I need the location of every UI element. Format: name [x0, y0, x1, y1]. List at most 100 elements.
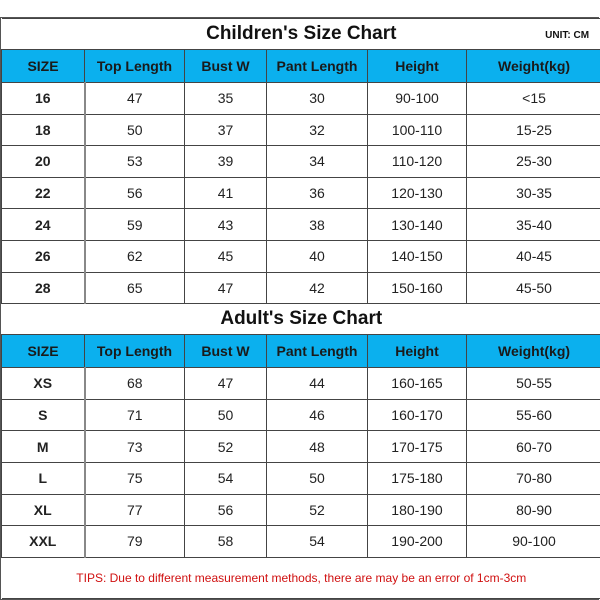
- table-cell: 50: [84, 113, 185, 147]
- table-cell: 90-100: [367, 82, 467, 115]
- column-header: Bust W: [184, 49, 267, 83]
- table-row: XL 77 56 52 180-190 80-90: [1, 493, 600, 527]
- column-header: SIZE: [1, 49, 85, 83]
- adult-title-row: Adult's Size Chart: [1, 303, 600, 336]
- size-table: Children's Size Chart UNIT: CM SIZE Top Len…: [1, 18, 600, 599]
- table-cell: M: [1, 430, 86, 463]
- table-cell: 35-40: [465, 208, 600, 241]
- table-cell: 56: [84, 176, 185, 210]
- table-cell: 53: [84, 145, 185, 178]
- table-cell: 26: [1, 239, 86, 273]
- table-row: 20 53 39 34 110-120 25-30: [1, 145, 600, 178]
- table-cell: 18: [1, 113, 86, 147]
- table-cell: 39: [184, 145, 267, 178]
- table-cell: 28: [1, 271, 86, 305]
- table-cell: 54: [266, 525, 368, 558]
- table-cell: S: [1, 398, 86, 432]
- table-cell: 58: [184, 525, 267, 558]
- table-cell: XL: [1, 493, 86, 527]
- table-row: M 73 52 48 170-175 60-70: [1, 430, 600, 463]
- table-cell: XS: [1, 367, 86, 400]
- table-cell: L: [1, 461, 86, 495]
- table-cell: 160-170: [367, 398, 467, 432]
- table-cell: 37: [184, 113, 267, 147]
- table-row: S 71 50 46 160-170 55-60: [1, 398, 600, 432]
- table-cell: 56: [184, 493, 267, 527]
- tips-text: TIPS: Due to different measurement metho…: [1, 556, 600, 599]
- table-cell: 62: [84, 239, 185, 273]
- table-row: XS 68 47 44 160-165 50-55: [1, 367, 600, 400]
- tips-row: TIPS: Due to different measurement metho…: [1, 556, 600, 599]
- table-cell: 22: [1, 176, 86, 210]
- table-cell: 170-175: [367, 430, 467, 463]
- table-cell: 35: [184, 82, 267, 115]
- size-chart: Children's Size Chart UNIT: CM SIZE Top Len…: [0, 17, 600, 600]
- table-row: 16 47 35 30 90-100 <15: [1, 82, 600, 115]
- table-cell: 70-80: [465, 461, 600, 495]
- table-cell: 20: [1, 145, 86, 178]
- column-header: Pant Length: [266, 334, 368, 369]
- table-cell: 50: [266, 461, 368, 495]
- table-row: 26 62 45 40 140-150 40-45: [1, 239, 600, 273]
- table-cell: 150-160: [367, 271, 467, 305]
- table-cell: 47: [184, 367, 267, 400]
- column-header: Pant Length: [266, 49, 368, 83]
- table-row: L 75 54 50 175-180 70-80: [1, 461, 600, 495]
- column-header: Top Length: [84, 49, 185, 83]
- table-row: 18 50 37 32 100-110 15-25: [1, 113, 600, 147]
- children-title: Children's Size Chart: [206, 23, 397, 44]
- table-cell: 190-200: [367, 525, 467, 558]
- table-cell: 32: [266, 113, 368, 147]
- table-cell: 90-100: [465, 525, 600, 558]
- table-cell: 43: [184, 208, 267, 241]
- table-cell: 71: [84, 398, 185, 432]
- unit-label: UNIT: CM: [545, 30, 590, 41]
- column-header: SIZE: [1, 334, 85, 369]
- table-cell: 47: [184, 271, 267, 305]
- table-cell: 180-190: [367, 493, 467, 527]
- adult-header-row: SIZE Top Length Bust W Pant Length Height Wei…: [1, 334, 600, 369]
- table-cell: 50-55: [465, 367, 600, 400]
- table-cell: 110-120: [367, 145, 467, 178]
- table-cell: 65: [84, 271, 185, 305]
- column-header: Bust W: [184, 334, 267, 369]
- table-cell: 50: [184, 398, 267, 432]
- column-header: Weight(kg): [465, 49, 600, 83]
- children-title-row: Children's Size Chart UNIT: CM: [1, 18, 600, 50]
- table-cell: 79: [84, 525, 185, 558]
- table-cell: 16: [1, 82, 86, 115]
- table-cell: 60-70: [465, 430, 600, 463]
- table-cell: 59: [84, 208, 185, 241]
- column-header: Height: [367, 334, 467, 369]
- adult-title: Adult's Size Chart: [220, 308, 383, 330]
- table-cell: 30: [266, 82, 368, 115]
- table-cell: 34: [266, 145, 368, 178]
- table-cell: 130-140: [367, 208, 467, 241]
- table-cell: 42: [266, 271, 368, 305]
- table-cell: 38: [266, 208, 368, 241]
- table-cell: 24: [1, 208, 86, 241]
- table-cell: 52: [266, 493, 368, 527]
- table-cell: 45-50: [465, 271, 600, 305]
- column-header: Weight(kg): [465, 334, 600, 369]
- table-cell: 73: [84, 430, 185, 463]
- table-cell: 25-30: [465, 145, 600, 178]
- table-cell: 68: [84, 367, 185, 400]
- table-cell: 41: [184, 176, 267, 210]
- table-cell: 80-90: [465, 493, 600, 527]
- column-header: Height: [367, 49, 467, 83]
- table-cell: 54: [184, 461, 267, 495]
- table-cell: 77: [84, 493, 185, 527]
- table-cell: 175-180: [367, 461, 467, 495]
- column-header: Top Length: [84, 334, 185, 369]
- table-cell: 30-35: [465, 176, 600, 210]
- table-row: 28 65 47 42 150-160 45-50: [1, 271, 600, 305]
- table-cell: 55-60: [465, 398, 600, 432]
- table-cell: 40-45: [465, 239, 600, 273]
- table-cell: 47: [84, 82, 185, 115]
- table-cell: 120-130: [367, 176, 467, 210]
- table-row: 24 59 43 38 130-140 35-40: [1, 208, 600, 241]
- table-cell: 36: [266, 176, 368, 210]
- table-cell: 48: [266, 430, 368, 463]
- table-cell: 140-150: [367, 239, 467, 273]
